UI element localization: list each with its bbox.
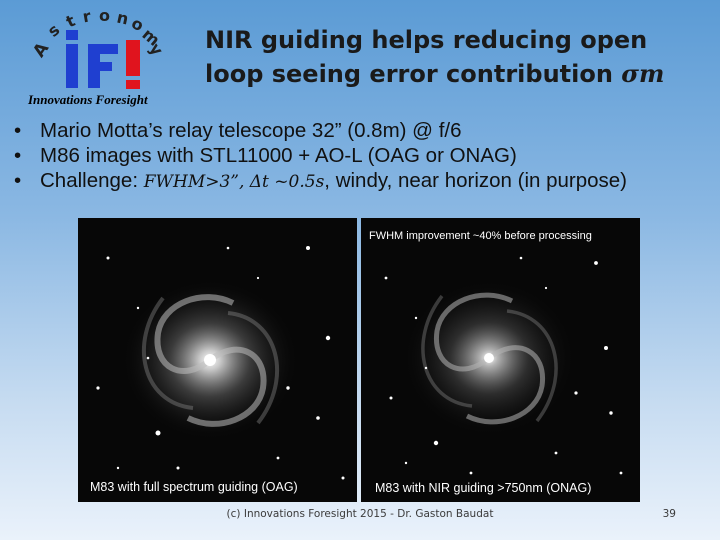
bullet-prefix: Challenge: <box>40 169 144 192</box>
bullet-item: M86 images with STL11000 + AO-L (OAG or … <box>8 143 713 168</box>
logo-ring-letter: o <box>99 10 110 25</box>
logo-graphic: A s t r o n o m y <box>29 6 167 89</box>
logo-ring-letter: r <box>81 10 92 26</box>
bullet-item: Challenge: FWHM>3”, Δt ~0.5s, windy, nea… <box>8 168 713 195</box>
bullet-item: Mario Motta’s relay telescope 32” (0.8m)… <box>8 118 713 143</box>
galaxy-image-right: FWHM improvement ~40% before processing … <box>361 218 640 502</box>
galaxy-image-icon <box>96 246 345 480</box>
sigma-symbol: σm <box>621 59 665 88</box>
ifi-logo: A s t r o n o m y <box>22 6 182 110</box>
title-line-2: loop seeing error contribution σm <box>205 57 705 91</box>
logo-ring-letter: t <box>63 11 78 32</box>
logo-ring-letter: n <box>115 10 130 29</box>
bullet-list: Mario Motta’s relay telescope 32” (0.8m)… <box>8 118 713 195</box>
footer-text: (c) Innovations Foresight 2015 - Dr. Gas… <box>226 508 494 520</box>
logo-caption: Innovations Foresight <box>28 92 148 107</box>
bullet-suffix: , windy, near horizon (in purpose) <box>324 169 628 192</box>
image-caption-left: M83 with full spectrum guiding (OAG) <box>90 480 298 494</box>
image-annotation-right: FWHM improvement ~40% before processing <box>369 230 592 242</box>
galaxy-image-left: M83 with full spectrum guiding (OAG) <box>78 218 357 502</box>
slide-title: NIR guiding helps reducing open loop see… <box>205 24 705 91</box>
title-line-2-text: loop seeing error contribution <box>205 60 613 88</box>
logo-ring-letter: s <box>44 20 64 41</box>
bullet-math: FWHM>3”, Δt ~0.5s <box>143 172 325 192</box>
page-number: 39 <box>662 508 676 520</box>
galaxy-image-icon <box>384 256 623 475</box>
logo-ring-letter: A <box>29 38 53 61</box>
image-caption-right: M83 with NIR guiding >750nm (ONAG) <box>375 481 592 495</box>
title-line-1: NIR guiding helps reducing open <box>205 26 648 54</box>
